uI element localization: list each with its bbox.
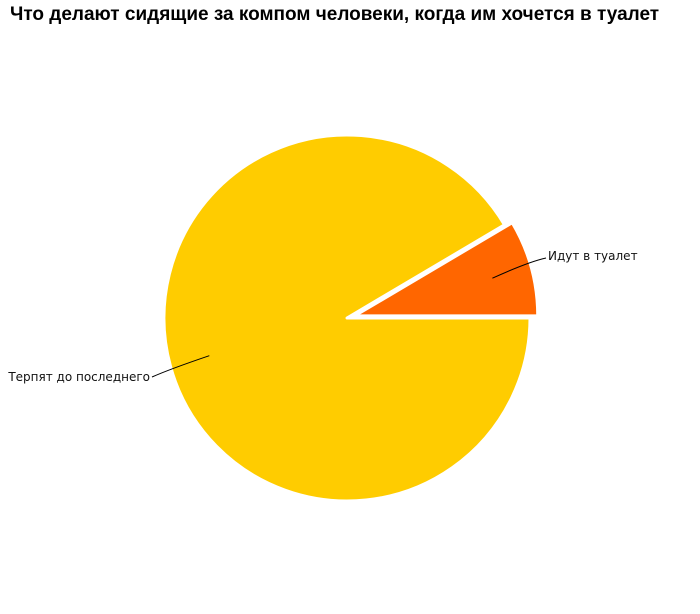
leader-line-1 bbox=[151, 355, 210, 378]
pie-slice-1 bbox=[162, 133, 532, 503]
slice-labels: Идут в туалет Терпят до последнего bbox=[7, 249, 637, 384]
pie-slice-0 bbox=[353, 221, 540, 318]
pie-slices bbox=[162, 133, 540, 503]
chart-title: Что делают сидящие за компом человеки, к… bbox=[10, 4, 660, 25]
leader-line-0 bbox=[492, 257, 547, 279]
slice-label-1: Терпят до последнего bbox=[7, 370, 150, 384]
slice-label-0: Идут в туалет bbox=[548, 249, 638, 263]
leader-lines bbox=[151, 257, 547, 378]
